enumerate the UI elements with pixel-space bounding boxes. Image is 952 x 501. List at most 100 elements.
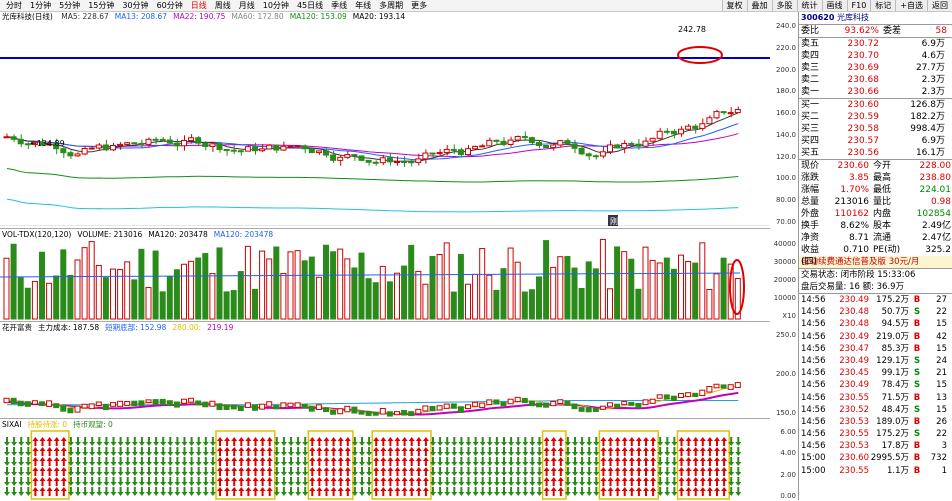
up-arrow xyxy=(224,487,231,496)
volume-bar xyxy=(145,287,152,320)
up-arrow xyxy=(699,487,706,496)
up-arrow xyxy=(643,457,649,466)
indicator-candle xyxy=(117,400,124,407)
down-arrow xyxy=(174,467,181,476)
down-arrow xyxy=(67,447,74,456)
bids-row-1[interactable]: 买二 230.59 182.2万 xyxy=(799,111,952,123)
volume-bar xyxy=(401,265,408,320)
down-arrow xyxy=(117,487,124,496)
up-arrow xyxy=(678,487,685,496)
candle-body xyxy=(259,148,266,152)
tab-12[interactable]: 年线 xyxy=(355,1,372,10)
main-axis-label-1: 220.0 xyxy=(775,43,796,52)
down-arrow xyxy=(493,477,500,486)
bids-row-0[interactable]: 买一 230.60 126.8万 xyxy=(799,99,952,111)
asks-row-1[interactable]: 卖四 230.70 4.6万 xyxy=(799,50,952,62)
tab-13[interactable]: 多周期 xyxy=(379,1,404,10)
up-arrow xyxy=(678,457,685,466)
up-arrow xyxy=(245,477,252,486)
tool-button-3[interactable]: 统计 xyxy=(796,0,822,11)
down-arrow xyxy=(735,467,742,476)
down-arrow xyxy=(444,457,451,466)
up-arrow xyxy=(635,437,642,446)
volume-bar xyxy=(117,269,124,320)
subscription-banner[interactable]: 自动续费通达信普及版 30元/月 xyxy=(799,256,952,268)
tab-14[interactable]: 更多 xyxy=(411,1,428,10)
ask-book: 卖五 230.72 6.9万 卖四 230.70 4.6万 卖三 230.69 27.7万 卖二 2… xyxy=(799,37,952,98)
asks-row-2[interactable]: 卖三 230.69 27.7万 xyxy=(799,62,952,74)
ma-legend-2: MA22: 190.75 xyxy=(173,12,226,21)
down-arrow xyxy=(110,447,117,456)
quote-value: 8.62% xyxy=(840,221,869,231)
asks-qty: 27.7万 xyxy=(915,63,945,73)
tab-6[interactable]: 日线 xyxy=(190,1,207,10)
tab-2[interactable]: 5分钟 xyxy=(59,1,81,10)
volume-bar xyxy=(514,261,521,320)
tab-0[interactable]: 分时 xyxy=(6,1,22,10)
asks-row-0[interactable]: 卖五 230.72 6.9万 xyxy=(799,38,952,50)
up-arrow xyxy=(46,437,53,446)
down-arrow xyxy=(110,477,117,486)
candle-body xyxy=(53,143,60,150)
tool-button-7[interactable]: +自选 xyxy=(895,0,927,11)
candle-body xyxy=(252,146,258,152)
candle-body xyxy=(110,145,116,151)
tab-10[interactable]: 45日线 xyxy=(296,1,324,10)
tab-9[interactable]: 10分钟 xyxy=(262,1,289,10)
tool-button-6[interactable]: 标记 xyxy=(870,0,896,11)
down-arrow xyxy=(529,447,536,456)
tab-7[interactable]: 周线 xyxy=(214,1,231,10)
down-arrow xyxy=(735,487,742,496)
volume-chart[interactable]: VOL-TDX(120,120) VOLUME: 213016 MA120: 203… xyxy=(0,228,770,321)
tab-4[interactable]: 30分钟 xyxy=(122,1,149,10)
main-chart[interactable]: 光库科技(日线) MA5: 228.67 MA13: 208.67 MA22: 19… xyxy=(0,12,770,226)
tick-time: 14:56 xyxy=(801,429,826,440)
up-arrow xyxy=(415,477,422,486)
tool-button-1[interactable]: 叠加 xyxy=(746,0,772,11)
tool-button-8[interactable]: 返回 xyxy=(927,0,952,11)
asks-qty: 2.3万 xyxy=(921,75,945,85)
down-arrow xyxy=(153,437,160,446)
down-arrow xyxy=(664,477,671,486)
up-arrow xyxy=(316,437,323,446)
indicator-candle xyxy=(507,398,514,405)
tab-8[interactable]: 月线 xyxy=(238,1,255,10)
tick-side: B xyxy=(913,465,921,476)
tool-button-2[interactable]: 多股 xyxy=(771,0,797,11)
up-arrow xyxy=(266,447,273,456)
tool-button-0[interactable]: 复权 xyxy=(721,0,747,11)
bids-row-4[interactable]: 买五 230.56 16.1万 xyxy=(799,147,952,159)
tab-1[interactable]: 1分钟 xyxy=(30,1,52,10)
tool-button-4[interactable]: 画线 xyxy=(821,0,847,11)
up-arrow xyxy=(614,467,621,476)
down-arrow xyxy=(146,467,152,476)
down-arrow xyxy=(146,487,152,496)
indicator-flowers-chart[interactable]: 花开富贵 主力成本: 187.58 短期底部: 152.98 280.00: 219.1… xyxy=(0,321,770,418)
up-arrow xyxy=(309,457,316,466)
tool-button-5[interactable]: F10 xyxy=(846,0,871,11)
bids-row-3[interactable]: 买四 230.57 6.9万 xyxy=(799,135,952,147)
up-arrow xyxy=(344,487,351,496)
tab-3[interactable]: 15分钟 xyxy=(88,1,115,10)
bids-row-2[interactable]: 买三 230.58 998.4万 xyxy=(799,123,952,135)
volume-bar xyxy=(95,264,102,320)
indicator-candle xyxy=(159,398,166,405)
volume-bar xyxy=(39,251,45,320)
down-arrow xyxy=(493,457,500,466)
up-arrow xyxy=(231,477,238,486)
asks-row-4[interactable]: 卖一 230.66 2.3万 xyxy=(799,86,952,98)
up-arrow xyxy=(394,487,401,496)
tab-5[interactable]: 60分钟 xyxy=(156,1,183,10)
quote-value: 238.80 xyxy=(919,173,952,183)
quote-value: 228.00 xyxy=(919,161,952,171)
indicator-sixai-chart[interactable]: SIXAI 持股待涨: 0 持币观望: 0 xyxy=(0,418,770,501)
up-arrow xyxy=(394,477,401,486)
down-arrow xyxy=(131,457,138,466)
tab-11[interactable]: 季线 xyxy=(331,1,348,10)
down-arrow xyxy=(579,467,586,476)
up-arrow xyxy=(600,457,607,466)
indicator-candle xyxy=(88,403,95,410)
indicator-candle xyxy=(514,396,521,403)
asks-row-3[interactable]: 卖二 230.68 2.3万 xyxy=(799,74,952,86)
tick-list[interactable]: 14:56 230.49 175.2万 B 27 14:56 230.48 50.7万 S 22 1… xyxy=(799,293,952,477)
